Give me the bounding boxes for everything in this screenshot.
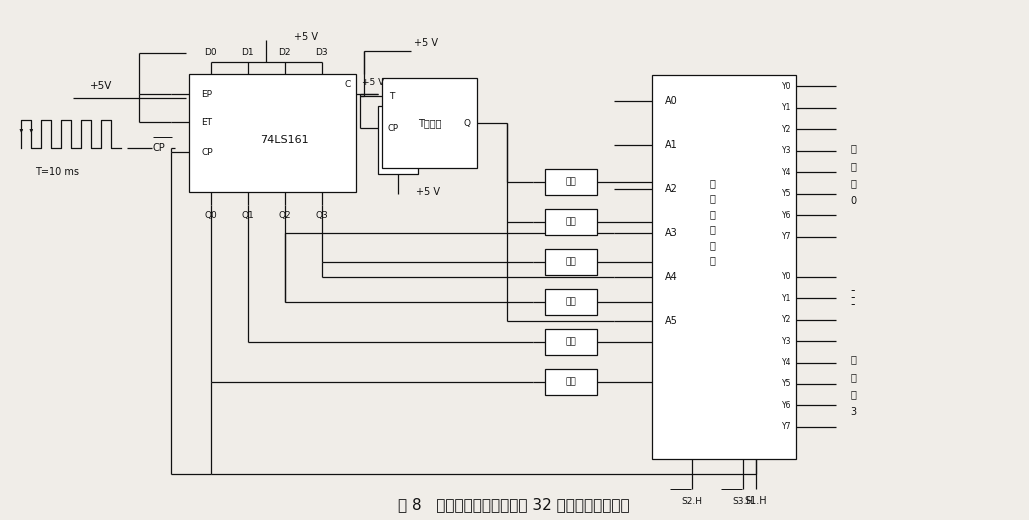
Text: +5 V: +5 V — [294, 32, 318, 42]
Text: Y1: Y1 — [782, 294, 791, 303]
Text: EP: EP — [202, 90, 212, 99]
Text: Y7: Y7 — [782, 232, 791, 241]
Text: 译: 译 — [709, 178, 715, 188]
Text: Y4: Y4 — [782, 168, 791, 177]
Text: 非门: 非门 — [566, 257, 576, 266]
Bar — [545, 369, 597, 395]
Text: 路: 路 — [709, 255, 715, 265]
Text: -: - — [851, 291, 855, 304]
Text: C: C — [345, 80, 351, 89]
Text: LD: LD — [392, 121, 404, 130]
Text: Q: Q — [464, 119, 470, 128]
Text: Y3: Y3 — [782, 146, 791, 155]
Text: 译: 译 — [850, 144, 856, 153]
Bar — [379, 107, 418, 174]
Text: D2: D2 — [279, 48, 291, 57]
Text: 74LS161: 74LS161 — [260, 135, 309, 146]
Bar — [651, 75, 796, 460]
Text: Q0: Q0 — [205, 211, 217, 219]
Text: D1: D1 — [242, 48, 254, 57]
Text: Y2: Y2 — [782, 125, 791, 134]
Text: 非门: 非门 — [566, 297, 576, 306]
Text: 非门: 非门 — [566, 337, 576, 346]
Text: -: - — [851, 298, 855, 311]
Text: S2.H: S2.H — [681, 497, 703, 506]
Text: Y0: Y0 — [782, 272, 791, 281]
Text: 器: 器 — [850, 178, 856, 188]
Text: +5 V: +5 V — [417, 187, 440, 197]
Text: CP: CP — [201, 148, 213, 157]
Text: Y6: Y6 — [782, 401, 791, 410]
Text: Y6: Y6 — [782, 211, 791, 219]
Bar — [545, 249, 597, 275]
Text: Y5: Y5 — [782, 189, 791, 198]
Text: +5 V: +5 V — [362, 78, 385, 87]
Text: 译: 译 — [850, 355, 856, 365]
Text: Q3: Q3 — [315, 211, 328, 219]
Text: 3: 3 — [850, 407, 856, 417]
Text: Q1: Q1 — [242, 211, 254, 219]
Text: 图 8   由词码扩展电路组成的 32 位顺序脉冲发生器: 图 8 由词码扩展电路组成的 32 位顺序脉冲发生器 — [398, 497, 630, 512]
Text: 电: 电 — [709, 240, 715, 250]
Text: Y0: Y0 — [782, 82, 791, 91]
Text: T=10 ms: T=10 ms — [35, 167, 79, 177]
Text: Y4: Y4 — [782, 358, 791, 367]
Text: +5 V: +5 V — [415, 37, 438, 48]
Text: Y7: Y7 — [782, 422, 791, 432]
Text: RD: RD — [392, 149, 404, 159]
Text: 非门: 非门 — [566, 377, 576, 386]
Text: CP: CP — [388, 124, 399, 133]
Bar — [545, 329, 597, 355]
Text: Y1: Y1 — [782, 103, 791, 112]
Text: 器: 器 — [850, 389, 856, 399]
Text: Y5: Y5 — [782, 380, 791, 388]
Text: Q2: Q2 — [278, 211, 291, 219]
Text: A4: A4 — [665, 272, 678, 282]
Text: A0: A0 — [665, 96, 678, 107]
Text: ET: ET — [202, 118, 212, 127]
Text: D3: D3 — [315, 48, 328, 57]
Text: T触发器: T触发器 — [418, 119, 441, 128]
Text: 码: 码 — [850, 372, 856, 382]
Bar — [545, 169, 597, 195]
Text: S3.H: S3.H — [733, 497, 753, 506]
Text: A5: A5 — [665, 316, 678, 326]
Text: D0: D0 — [205, 48, 217, 57]
Bar — [189, 74, 356, 192]
Text: Y3: Y3 — [782, 336, 791, 346]
Bar — [545, 209, 597, 235]
Text: 扩: 扩 — [709, 209, 715, 219]
Text: T: T — [389, 92, 394, 101]
Bar — [545, 289, 597, 315]
Text: 展: 展 — [709, 225, 715, 235]
Text: A2: A2 — [665, 184, 678, 194]
Text: A1: A1 — [665, 140, 678, 150]
Text: S1.H: S1.H — [744, 497, 767, 506]
Text: 非门: 非门 — [566, 178, 576, 187]
Text: +5V: +5V — [90, 82, 112, 92]
Text: 码: 码 — [709, 193, 715, 203]
Text: CP: CP — [153, 143, 166, 153]
Bar — [383, 79, 477, 168]
Text: A3: A3 — [665, 228, 678, 238]
Text: 0: 0 — [850, 196, 856, 206]
Text: 非门: 非门 — [566, 217, 576, 227]
Text: 码: 码 — [850, 161, 856, 171]
Text: Y2: Y2 — [782, 315, 791, 324]
Text: -: - — [851, 284, 855, 297]
